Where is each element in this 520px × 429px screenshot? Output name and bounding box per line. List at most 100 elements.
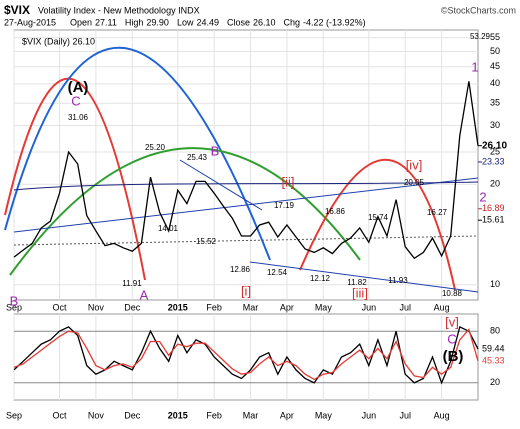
source: ©StockCharts.com xyxy=(441,5,516,15)
annotation: A xyxy=(140,287,149,302)
x-tick-label: Jul xyxy=(399,410,411,420)
annotation: [i] xyxy=(241,283,251,298)
x-tick-label: Sep xyxy=(6,302,22,312)
quote-value: 26.10 xyxy=(253,17,276,27)
x-tick-label: Jun xyxy=(362,302,377,312)
annotation: 53.29 xyxy=(470,32,491,41)
annotation: (B) xyxy=(443,348,464,365)
annotation: [ii] xyxy=(282,174,295,189)
y-tick-label: 80 xyxy=(490,326,500,336)
y-tick-label: 10 xyxy=(490,279,500,289)
annotation: [iii] xyxy=(352,285,368,300)
quote-label: Open xyxy=(70,17,92,27)
annotation: 25.20 xyxy=(145,143,166,152)
quote-label: Low xyxy=(177,17,194,27)
series-line xyxy=(13,328,479,381)
price-marker-label: 23.33 xyxy=(482,156,505,166)
annotation: 11.93 xyxy=(388,276,408,285)
y-tick-label: 20 xyxy=(490,377,500,387)
price-marker-label: 16.89 xyxy=(482,203,505,213)
x-tick-label: Jul xyxy=(399,302,411,312)
x-tick-label: Feb xyxy=(206,302,222,312)
annotation: 10.88 xyxy=(442,289,463,298)
annotation: (A) xyxy=(68,79,89,96)
x-tick-label: Aug xyxy=(434,302,450,312)
annotation: [iv] xyxy=(406,157,423,172)
annotation: 12.54 xyxy=(267,268,288,277)
quote-value: 29.90 xyxy=(146,17,169,27)
price-marker-label: 26.10 xyxy=(482,140,507,151)
annotation: 15.52 xyxy=(196,237,217,246)
annotation: 17.19 xyxy=(274,201,295,210)
x-tick-label: Dec xyxy=(124,302,141,312)
value-label: 45.33 xyxy=(482,355,505,365)
x-tick-label: 2015 xyxy=(168,302,188,312)
trend-line xyxy=(249,261,479,293)
annotation: [v] xyxy=(445,314,459,329)
x-tick-label: May xyxy=(315,302,333,312)
annotation: C xyxy=(447,331,456,346)
annotation: 2 xyxy=(479,189,486,204)
x-tick-label: Oct xyxy=(52,410,67,420)
x-tick-label: Nov xyxy=(88,302,105,312)
y-tick-label: 35 xyxy=(490,98,500,108)
y-tick-label: 30 xyxy=(490,120,500,130)
annotation: B xyxy=(10,293,19,308)
annotation: 14.01 xyxy=(158,224,179,233)
annotation: 31.06 xyxy=(68,113,89,122)
y-tick-label: 45 xyxy=(490,61,500,71)
annotation: 25.43 xyxy=(187,153,208,162)
quote-value: 27.11 xyxy=(95,17,117,27)
x-tick-label: Aug xyxy=(434,410,450,420)
cycle-arcs xyxy=(4,47,456,291)
x-tick-label: May xyxy=(315,410,333,420)
plot xyxy=(13,81,479,385)
annotation: 15.74 xyxy=(368,213,389,222)
series-line xyxy=(13,81,479,260)
annotation: 16.27 xyxy=(427,208,448,217)
quote-value: 24.49 xyxy=(196,17,219,27)
annotation: 11.91 xyxy=(122,279,142,288)
red-arc xyxy=(299,159,456,291)
x-tick-label: Mar xyxy=(243,410,259,420)
date: 27-Aug-2015 xyxy=(4,17,56,27)
symbol: $VIX xyxy=(4,3,30,17)
x-tick-label: Sep xyxy=(6,410,22,420)
annotation: C xyxy=(71,93,80,108)
annotation: 12.12 xyxy=(310,274,331,283)
red-arc xyxy=(4,77,146,281)
y-tick-label: 55 xyxy=(490,32,500,42)
trend-line xyxy=(179,159,263,211)
x-tick-label: Feb xyxy=(206,410,222,420)
x-tick-label: Jun xyxy=(362,410,377,420)
x-tick-label: Mar xyxy=(243,302,259,312)
annotation: 16.86 xyxy=(325,207,346,216)
quote-value: -4.22 (-13.92%) xyxy=(303,17,366,27)
moving-average xyxy=(13,235,479,246)
quote: Open 27.11 High 29.90 Low 24.49 Close 26.10 Chg -… xyxy=(70,17,366,27)
x-tick-label: Oct xyxy=(52,302,67,312)
y-tick-label: 50 xyxy=(490,46,500,56)
annotation: 1 xyxy=(471,59,478,74)
quote-label: High xyxy=(125,17,144,27)
x-tick-label: Dec xyxy=(124,410,141,420)
quote-label: Chg xyxy=(284,17,301,27)
value-label: 59.44 xyxy=(482,343,505,353)
instrument-name: Volatility Index - New Methodology INDX xyxy=(38,5,200,15)
blue-arc xyxy=(4,47,271,261)
x-tick-label: Apr xyxy=(280,410,294,420)
green-arc xyxy=(9,147,361,276)
annotation: B xyxy=(211,143,220,158)
x-tick-label: Nov xyxy=(88,410,105,420)
y-tick-label: 20 xyxy=(490,179,500,189)
y-tick-label: 40 xyxy=(490,78,500,88)
annotation: 20.05 xyxy=(404,178,425,187)
grid xyxy=(13,30,478,400)
x-tick-label: 2015 xyxy=(168,410,188,420)
price-marker-label: 15.61 xyxy=(482,215,505,225)
y-tick-label: 25 xyxy=(490,146,500,156)
legend: $VIX (Daily) 26.10 xyxy=(22,36,95,46)
quote-label: Close xyxy=(227,17,250,27)
annotation: 11.82 xyxy=(347,278,367,287)
